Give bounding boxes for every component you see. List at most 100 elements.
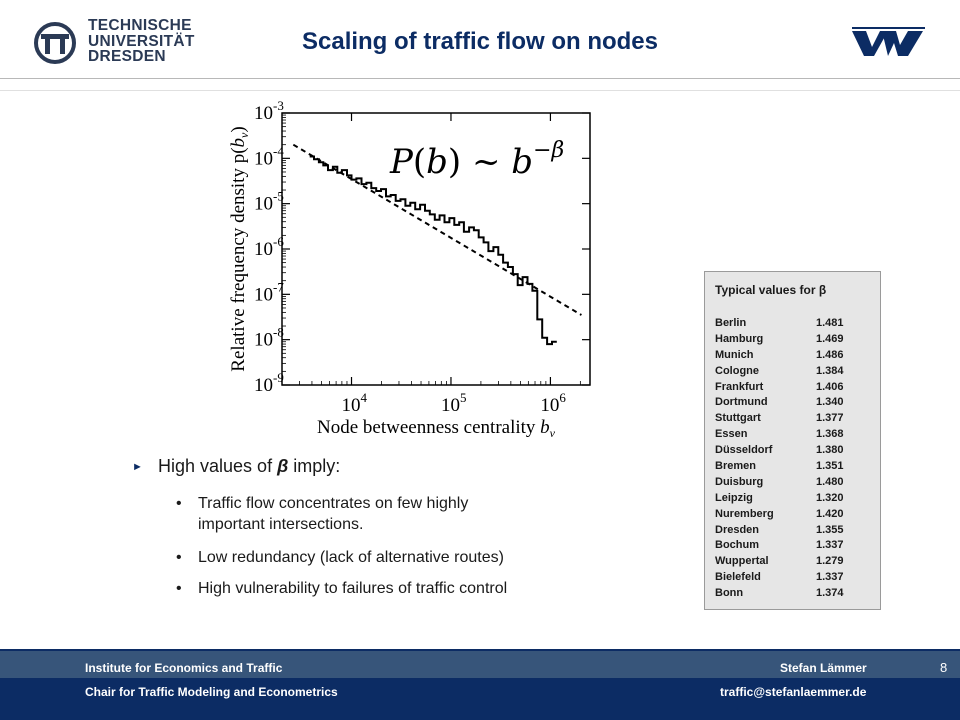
beta-table-row: Duisburg 1.480 [715, 476, 844, 492]
vw-institute-logo-icon [852, 27, 925, 56]
beta-values-box: Typical values for β Berlin 1.481 Hamburg 1… [704, 271, 881, 610]
beta-table-row: Stuttgart 1.377 [715, 412, 844, 428]
beta-table-row: Bielefeld 1.337 [715, 571, 844, 587]
power-law-fit-line [292, 143, 582, 316]
beta-value: 1.337 [816, 571, 844, 584]
beta-value: 1.480 [816, 475, 844, 488]
beta-value: 1.377 [816, 412, 844, 425]
beta-value: 1.486 [816, 348, 844, 361]
beta-city: Stuttgart [715, 412, 761, 425]
beta-value: 1.374 [816, 587, 844, 600]
beta-value: 1.420 [816, 507, 844, 520]
bullet-main: ► High values of β imply: [132, 456, 652, 477]
power-law-annotation: P(b) ~ b−β [389, 138, 564, 182]
beta-value: 1.481 [816, 317, 844, 329]
footer-accent-line [0, 649, 960, 651]
beta-city: Berlin [715, 317, 747, 329]
y-tick-label: 10-6 [254, 234, 284, 260]
sub-bullet-3: • High vulnerability to failures of traf… [132, 578, 652, 599]
beta-city: Bremen [715, 460, 756, 473]
tu-dresden-emblem-icon [34, 22, 76, 64]
y-tick-label: 10-7 [254, 279, 284, 305]
beta-table-row: Dortmund 1.340 [715, 396, 844, 412]
beta-table-row: Essen 1.368 [715, 428, 844, 444]
beta-table-row: Berlin 1.481 [715, 317, 844, 333]
beta-city: Wuppertal [715, 555, 769, 568]
beta-city: Bonn [715, 587, 744, 600]
beta-city: Dresden [715, 523, 760, 536]
beta-city: Hamburg [715, 332, 764, 345]
bullet-main-symbol: β [277, 456, 289, 476]
sub-bullet-1-text: Traffic flow concentrates on few highly … [198, 495, 469, 533]
beta-value: 1.406 [816, 380, 844, 393]
page-number: 8 [940, 660, 948, 675]
tu-dresden-wordmark: TECHNISCHE UNIVERSITÄT DRESDEN [88, 18, 195, 65]
header-divider-light [0, 90, 960, 91]
logo-line-2: UNIVERSITÄT [88, 32, 195, 50]
beta-table-row: Leipzig 1.320 [715, 492, 844, 508]
dot-bullet-icon: • [176, 495, 182, 512]
x-tick-label: 106 [540, 390, 566, 416]
beta-table-row: Wuppertal 1.279 [715, 555, 844, 571]
betweenness-distribution-chart: 10-3 10-4 10-5 10-6 10-7 10-8 10-9 104 105 106 P… [228, 98, 591, 440]
beta-city: Leipzig [715, 491, 753, 504]
beta-city: Munich [715, 348, 754, 361]
beta-city: Bochum [715, 539, 759, 552]
footer-institute: Institute for Economics and Traffic [85, 661, 283, 675]
beta-table-row: Bonn 1.374 [715, 587, 844, 603]
footer-author: Stefan Lämmer [780, 661, 867, 675]
beta-value: 1.384 [816, 364, 844, 377]
beta-value: 1.368 [816, 428, 844, 441]
beta-value: 1.380 [816, 444, 844, 457]
x-axis-ticks: 104 105 106 [281, 113, 581, 416]
sub-bullet-1: • Traffic flow concentrates on few highl… [132, 493, 538, 535]
beta-table-row: Hamburg 1.469 [715, 333, 844, 349]
slide-title: Scaling of traffic flow on nodes [301, 28, 658, 55]
beta-table-row: Dresden 1.355 [715, 524, 844, 540]
sub-bullet-2: • Low redundancy (lack of alternative ro… [132, 547, 652, 568]
triangle-bullet-icon: ► [132, 461, 143, 473]
beta-city: Duisburg [715, 475, 764, 488]
beta-table-row: Nuremberg 1.420 [715, 508, 844, 524]
sub-bullet-3-text: High vulnerability to failures of traffi… [198, 580, 508, 597]
beta-city: Essen [715, 428, 748, 441]
beta-table-row: Frankfurt 1.406 [715, 381, 844, 397]
y-axis-label: Relative frequency density p(bv) [228, 126, 251, 371]
beta-table-row: Düsseldorf 1.380 [715, 444, 844, 460]
beta-value: 1.340 [816, 396, 844, 409]
bullet-main-prefix: High values of [158, 456, 278, 476]
footer-top-band [0, 651, 960, 678]
logo-line-3: DRESDEN [88, 48, 166, 65]
beta-city: Düsseldorf [715, 444, 773, 457]
header-divider [0, 78, 960, 79]
y-tick-label: 10-4 [254, 143, 284, 169]
y-tick-label: 10-3 [254, 98, 284, 124]
beta-value: 1.469 [816, 332, 844, 345]
beta-city: Nuremberg [715, 507, 774, 520]
bullet-main-suffix: imply: [288, 456, 341, 476]
sub-bullet-2-text: Low redundancy (lack of alternative rout… [198, 549, 504, 566]
beta-value: 1.351 [816, 460, 844, 473]
beta-table-row: Cologne 1.384 [715, 365, 844, 381]
beta-value: 1.337 [816, 539, 844, 552]
y-tick-label: 10-8 [254, 325, 284, 351]
beta-city: Cologne [715, 364, 759, 377]
series-layer [292, 143, 582, 346]
beta-table-row: Munich 1.486 [715, 349, 844, 365]
footer-chair: Chair for Traffic Modeling and Econometr… [85, 685, 338, 699]
footer-bottom-band [0, 678, 960, 720]
beta-table-rows: Berlin 1.481 Hamburg 1.469 Munich 1.486 Cologn… [715, 317, 844, 603]
y-axis-ticks: 10-3 10-4 10-5 10-6 10-7 10-8 10-9 [254, 98, 590, 396]
beta-table-row: Bremen 1.351 [715, 460, 844, 476]
bullet-list: ► High values of β imply: • Traffic flow… [132, 456, 652, 599]
dot-bullet-icon: • [176, 549, 182, 566]
beta-table-row: Bochum 1.337 [715, 539, 844, 555]
x-axis-label: Node betweenness centrality bv [317, 417, 556, 440]
footer-email[interactable]: traffic@stefanlaemmer.de [720, 685, 867, 699]
beta-table-title: Typical values for β [715, 283, 827, 297]
x-tick-label: 104 [342, 390, 368, 416]
dot-bullet-icon: • [176, 580, 182, 597]
tu-dresden-logo: TECHNISCHE UNIVERSITÄT DRESDEN [32, 18, 232, 66]
logo-line-1: TECHNISCHE [88, 17, 192, 34]
beta-city: Dortmund [715, 396, 768, 409]
